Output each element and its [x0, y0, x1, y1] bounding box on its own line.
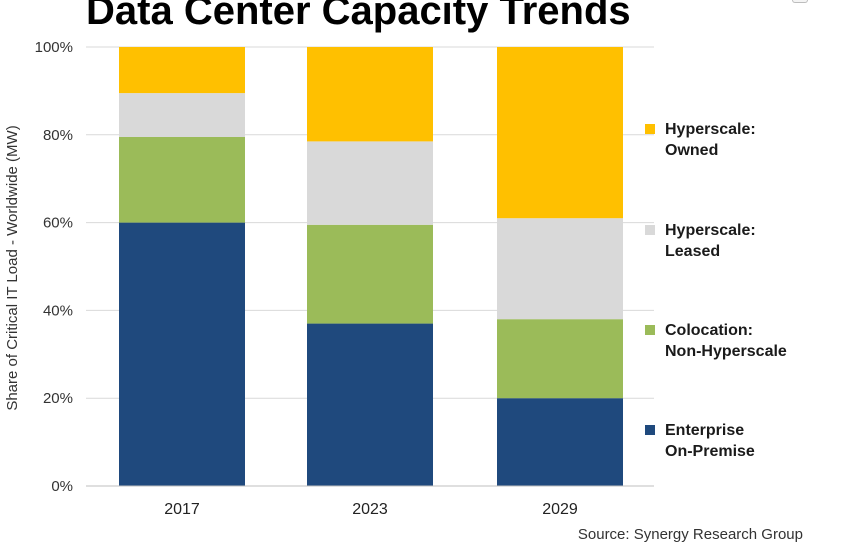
legend-swatch	[645, 425, 655, 435]
source-note: Source: Synergy Research Group	[578, 526, 803, 543]
x-tick-label: 2023	[352, 501, 388, 518]
y-tick-label: 0%	[51, 478, 73, 495]
bar-segment	[119, 222, 245, 486]
y-tick-label: 80%	[43, 127, 73, 144]
y-axis-label: Share of Critical IT Load - Worldwide (M…	[4, 125, 21, 410]
legend-label: Owned	[665, 142, 718, 159]
bar-segment	[307, 224, 433, 324]
y-tick-label: 60%	[43, 215, 73, 232]
bar-segment	[307, 323, 433, 486]
legend-label: Enterprise	[665, 422, 744, 439]
window-corner-control	[792, 0, 808, 3]
bar-segment	[497, 319, 623, 399]
x-tick-label: 2017	[164, 501, 200, 518]
bar-segment	[497, 398, 623, 486]
bar-segment	[119, 47, 245, 94]
legend-label: Leased	[665, 243, 720, 260]
bars	[119, 47, 623, 486]
legend-label: Hyperscale:	[665, 121, 756, 138]
bar-segment	[307, 141, 433, 225]
legend-label: Colocation:	[665, 322, 753, 339]
legend-label: Non-Hyperscale	[665, 343, 787, 360]
legend-swatch	[645, 325, 655, 335]
legend-label: On-Premise	[665, 443, 755, 460]
bar-segment	[307, 47, 433, 142]
axes: 0% 20% 40% 60% 80% 100% 2017 2023 2029	[35, 39, 654, 518]
bar-segment	[497, 218, 623, 320]
y-tick-label: 20%	[43, 390, 73, 407]
legend-swatch	[645, 225, 655, 235]
legend-swatch	[645, 124, 655, 134]
legend: Hyperscale: Owned Hyperscale: Leased Colocat…	[645, 121, 787, 460]
chart-title: Data Center Capacity Trends	[86, 0, 631, 33]
bar-segment	[119, 93, 245, 137]
bar-segment	[497, 47, 623, 219]
legend-label: Hyperscale:	[665, 222, 756, 239]
bar-segment	[119, 136, 245, 223]
x-tick-label: 2029	[542, 501, 578, 518]
y-tick-label: 100%	[35, 39, 73, 56]
y-tick-label: 40%	[43, 302, 73, 319]
